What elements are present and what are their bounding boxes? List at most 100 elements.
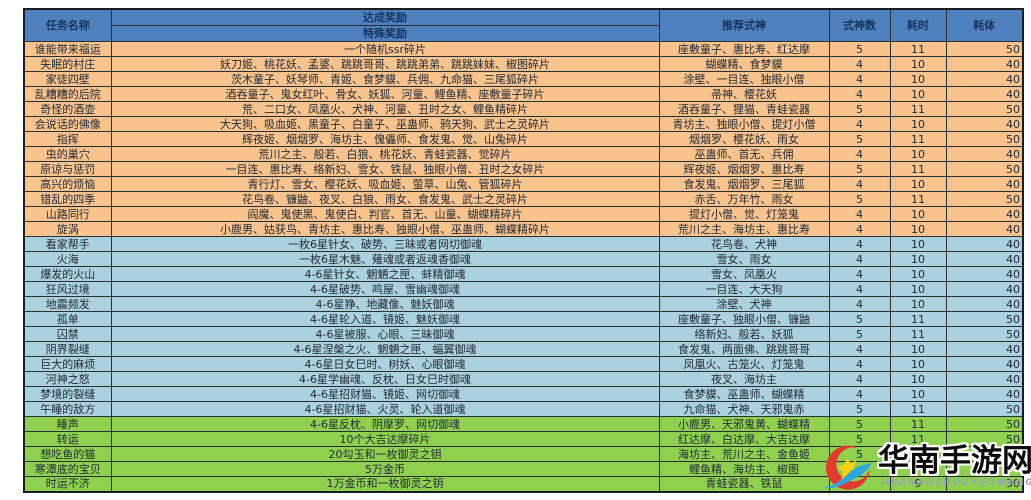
task-name-cell: 想吃鱼的猫 — [23, 446, 112, 462]
reward-cell: 4-6星反枕、阴摩罗、网切御魂 — [110, 416, 660, 432]
time-cost-cell: 10 — [889, 356, 947, 372]
reward-cell: 4-6星招财猫、火灵、轮入道御魂 — [110, 401, 660, 417]
shikigami-count-cell: 5 — [828, 191, 891, 207]
shikigami-cell: 帚神、樱花妖 — [658, 86, 830, 102]
logo-red-crescent — [826, 445, 870, 490]
table-row: 谁能带来福运 一个随机ssr碎片 座敷童子、惠比寿、红达摩 5 11 50 — [23, 41, 1024, 57]
task-name-cell: 阴界裂缝 — [23, 341, 112, 357]
stamina-cost-cell: 50 — [945, 326, 1024, 342]
table-row: 睡声 4-6星反枕、阴摩罗、网切御魂 小鹿男、天邪鬼黄、蝴蝶精 5 11 50 — [23, 416, 1024, 432]
shikigami-count-cell: 4 — [828, 71, 891, 87]
stamina-cost-cell: 40 — [945, 71, 1024, 87]
shikigami-count-cell: 5 — [828, 416, 891, 432]
table-row: 地震频发 4-6星狰、地藏像、魅妖御魂 涂壁、犬神 4 10 40 — [23, 296, 1024, 312]
shikigami-cell: 提灯小僧、觉、灯笼鬼 — [658, 206, 830, 222]
time-cost-cell: 10 — [889, 86, 947, 102]
task-name-cell: 看家帮手 — [23, 236, 112, 252]
task-name-cell: 睡声 — [23, 416, 112, 432]
stamina-cost-cell: 40 — [945, 281, 1024, 297]
shikigami-cell: 青坊主、独眼小僧、提灯小僧 — [658, 116, 830, 132]
task-name-cell: 谁能带来福运 — [23, 41, 112, 57]
stamina-cost-cell: 50 — [945, 41, 1024, 57]
task-name-cell: 狂风过境 — [23, 281, 112, 297]
reward-cell: 1万金币和一枚御灵之钥 — [110, 476, 660, 492]
shikigami-cell: 食梦貘、巫蛊师、蝴蝶精 — [658, 386, 830, 402]
shikigami-count-cell: 5 — [828, 326, 891, 342]
time-cost-cell: 10 — [889, 206, 947, 222]
reward-cell: 小鹿男、姑获鸟、青坊主、惠比寿、独眼小僧、巫蛊师、蝴蝶精碎片 — [110, 221, 660, 237]
time-cost-cell: 10 — [889, 296, 947, 312]
shikigami-count-cell: 4 — [828, 371, 891, 387]
stamina-cost-cell: 40 — [945, 251, 1024, 267]
task-name-cell: 囚禁 — [23, 326, 112, 342]
stamina-cost-cell: 40 — [945, 56, 1024, 72]
watermark-text: 华南手游网 HUANANSHOUYOUWANG — [878, 446, 1031, 489]
time-cost-cell: 10 — [889, 266, 947, 282]
table-row: 寒潭底的宝贝 5万金币 鲤鱼精、海坊主、椒图 — [23, 461, 1024, 477]
stamina-cost-cell: 40 — [945, 266, 1024, 282]
time-cost-cell: 10 — [889, 221, 947, 237]
stamina-cost-cell: 40 — [945, 386, 1024, 402]
table-row: 转运 10个大吉达摩碎片 红达摩、白达摩、大吉达摩 5 11 50 — [23, 431, 1024, 447]
shikigami-count-cell: 4 — [828, 86, 891, 102]
task-name-cell: 虫的巢穴 — [23, 146, 112, 162]
shikigami-count-cell: 4 — [828, 281, 891, 297]
huanan-site-logo-icon — [824, 445, 872, 490]
time-cost-cell: 10 — [889, 386, 947, 402]
stamina-cost-cell: 40 — [945, 176, 1024, 192]
time-cost-cell: 11 — [889, 416, 947, 432]
task-name-cell: 爆发的火山 — [23, 266, 112, 282]
shikigami-cell: 巫蛊师、首无、兵佣 — [658, 146, 830, 162]
shikigami-count-cell: 4 — [828, 251, 891, 267]
task-name-cell: 旋涡 — [23, 221, 112, 237]
task-name-cell: 高兴的烦恼 — [23, 176, 112, 192]
reward-cell: 荒川之主、般若、白狼、桃花妖、青蛙瓷器、觉碎片 — [110, 146, 660, 162]
shikigami-cell: 荒川之主、海坊主、惠比寿 — [658, 221, 830, 237]
reward-cell: 一个随机ssr碎片 — [110, 41, 660, 57]
header-special-reward: 特殊奖励 — [110, 25, 660, 42]
time-cost-cell: 10 — [889, 176, 947, 192]
stamina-cost-cell: 40 — [945, 86, 1024, 102]
reward-cell: 辉夜姬、烟烟罗、海坊主、傀儡师、食发鬼、觉、山兔碎片 — [110, 131, 660, 147]
table-row: 火海 一枚6星木魅、薙魂或者返魂香御魂 雪女、雨女 4 10 40 — [23, 251, 1024, 267]
table-row: 梦境的裂缝 4-6星招财猫、镜姬、网切御魂 食梦貘、巫蛊师、蝴蝶精 4 10 4… — [23, 386, 1024, 402]
table-row: 原谅与惩罚 一目连、惠比寿、络新妇、雪女、铁鼠、独眼小僧、丑时之女碎片 辉夜姬、… — [23, 161, 1024, 177]
table-row: 河神之怒 4-6星学幽魂、反枕、日女巳时御魂 夜叉、海坊主 4 10 40 — [23, 371, 1024, 387]
shikigami-cell: 食发鬼、烟烟罗、三尾狐 — [658, 176, 830, 192]
shikigami-count-cell: 4 — [828, 266, 891, 282]
task-name-cell: 会说话的佛像 — [23, 116, 112, 132]
shikigami-cell: 食发鬼、两面佛、跳跳哥哥 — [658, 341, 830, 357]
shikigami-count-cell: 5 — [828, 161, 891, 177]
table-header: 任务名称 达成奖励 推荐式神 式神数 耗时 耗体 特殊奖励 — [23, 8, 1024, 42]
shikigami-count-cell: 4 — [828, 116, 891, 132]
reward-cell: 酒吞童子、鬼女红叶、骨女、妖狐、河童、鲤鱼精、座敷童子碎片 — [110, 86, 660, 102]
task-name-cell: 失眠的村庄 — [23, 56, 112, 72]
time-cost-cell: 11 — [889, 326, 947, 342]
stamina-cost-cell: 40 — [945, 356, 1024, 372]
table-row: 狂风过境 4-6星破势、鸣屋、雪幽魂御魂 一目连、大天狗 4 10 40 — [23, 281, 1024, 297]
stamina-cost-cell: 40 — [945, 236, 1024, 252]
task-name-cell: 指挥 — [23, 131, 112, 147]
task-name-cell: 火海 — [23, 251, 112, 267]
header-achievement-reward: 达成奖励 — [110, 8, 660, 26]
shikigami-count-cell: 5 — [828, 41, 891, 57]
time-cost-cell: 11 — [889, 311, 947, 327]
header-row-1: 任务名称 达成奖励 推荐式神 式神数 耗时 耗体 — [23, 8, 1024, 42]
stamina-cost-cell: 40 — [945, 146, 1024, 162]
reward-cell: 大天狗、吸血姬、黑童子、白童子、巫蛊师、鸦天狗、武士之灵碎片 — [110, 116, 660, 132]
time-cost-cell: 11 — [889, 191, 947, 207]
reward-cell: 4-6星破势、鸣屋、雪幽魂御魂 — [110, 281, 660, 297]
shikigami-cell: 蝴蝶精、食梦貘 — [658, 56, 830, 72]
header-shikigami-count: 式神数 — [828, 8, 891, 42]
table-row: 失眠的村庄 妖刀姬、桃花妖、孟婆、跳跳哥哥、跳跳弟弟、跳跳妹妹、椒图碎片 蝴蝶精… — [23, 56, 1024, 72]
stamina-cost-cell: 50 — [945, 131, 1024, 147]
shikigami-count-cell: 4 — [828, 341, 891, 357]
reward-cell: 4-6星针女、魍魉之匣、蚌精御魂 — [110, 266, 660, 282]
time-cost-cell: 11 — [889, 41, 947, 57]
shikigami-count-cell: 4 — [828, 206, 891, 222]
time-cost-cell: 10 — [889, 371, 947, 387]
table-row: 高兴的烦恼 青行灯、雪女、樱花妖、吸血姬、萤草、山兔、管狐碎片 食发鬼、烟烟罗、… — [23, 176, 1024, 192]
reward-cell: 4-6星被服、心眼、三昧御魂 — [110, 326, 660, 342]
time-cost-cell: 10 — [889, 281, 947, 297]
stamina-cost-cell: 30 — [945, 476, 1024, 492]
